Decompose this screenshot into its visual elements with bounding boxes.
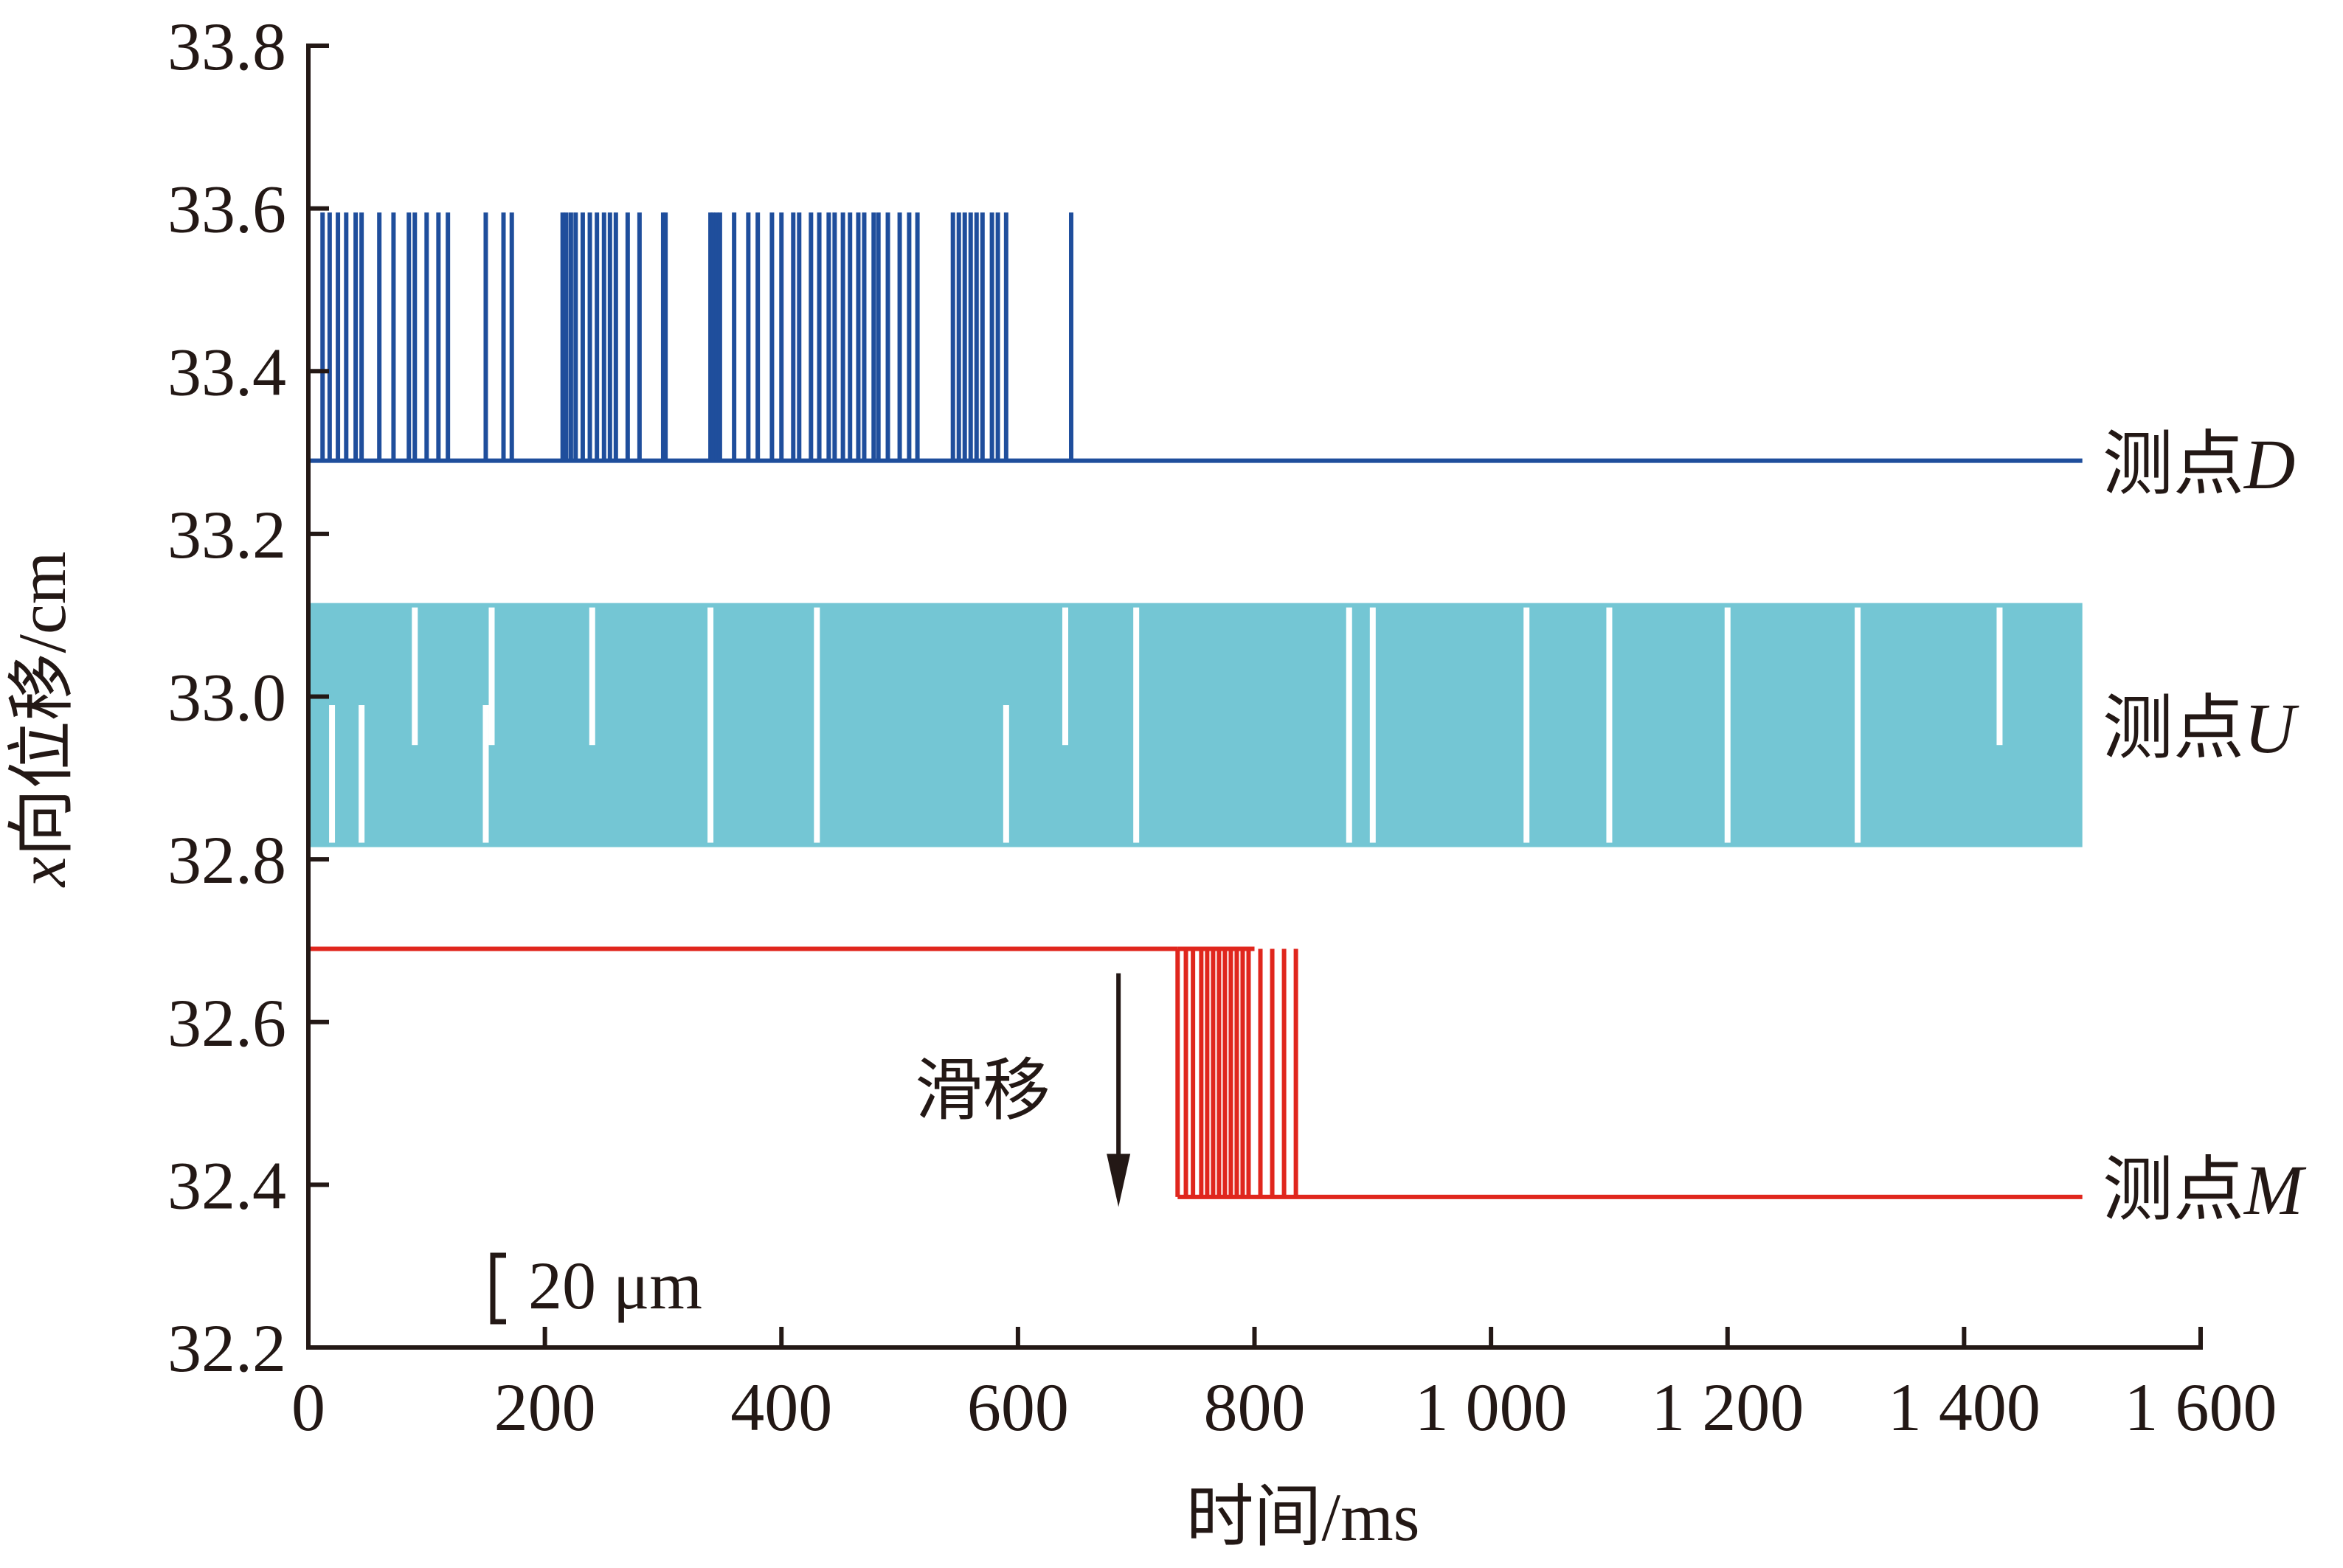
x-tick-label: 600 xyxy=(967,1370,1069,1445)
series-u-gap xyxy=(488,607,495,746)
series-u-gap xyxy=(1724,607,1731,843)
y-tick-label: 33.2 xyxy=(167,497,286,572)
slip-arrow-head xyxy=(1107,1154,1131,1207)
series-u-gap xyxy=(412,607,418,746)
scale-bar: 20 μm xyxy=(490,1248,702,1325)
series-u-gap xyxy=(329,705,336,843)
series-m xyxy=(308,946,2083,1199)
series-u-gap xyxy=(589,607,595,746)
series-label-u: 测点U xyxy=(2103,689,2299,768)
scale-bar-label: 20 μm xyxy=(528,1248,702,1323)
y-tick-label: 33.6 xyxy=(167,172,286,247)
series-u xyxy=(308,603,2083,847)
series-u-gap xyxy=(1855,607,1861,843)
series-u-gap xyxy=(1996,607,2003,746)
y-axis-title: x向位移/cm xyxy=(4,552,80,889)
series-u-gap xyxy=(482,705,489,843)
x-tick-label: 1 200 xyxy=(1651,1370,1804,1445)
series-label-d: 测点D xyxy=(2103,425,2295,504)
series-u-gap xyxy=(1062,607,1068,746)
x-tick-label: 1 400 xyxy=(1888,1370,2041,1445)
y-tick-label: 33.8 xyxy=(167,9,286,84)
slip-arrow-icon xyxy=(1107,973,1131,1207)
slip-annotation-label: 滑移 xyxy=(915,1053,1051,1128)
x-tick-label: 1 000 xyxy=(1415,1370,1568,1445)
x-axis-title: 时间/ms xyxy=(1186,1479,1420,1555)
series-u-gap xyxy=(359,705,365,843)
y-tick-label: 33.4 xyxy=(167,334,286,409)
y-axis-title-var: x xyxy=(4,856,80,888)
y-tick-label: 32.4 xyxy=(167,1148,286,1223)
series-u-gap xyxy=(707,607,714,843)
x-tick-label: 1 600 xyxy=(2125,1370,2277,1445)
x-tick-label: 200 xyxy=(494,1370,596,1445)
x-tick-label: 400 xyxy=(730,1370,832,1445)
y-tick-label: 33.0 xyxy=(167,660,286,735)
series-u-gap xyxy=(1003,705,1009,843)
y-tick-label: 32.8 xyxy=(167,822,286,898)
series-u-gap xyxy=(814,607,820,843)
y-ticks: 32.2 32.4 32.6 32.8 33.0 33.2 33.4 33.6 33.8 xyxy=(167,9,329,1386)
x-tick-label: 800 xyxy=(1204,1370,1306,1445)
series-u-gap xyxy=(1133,607,1140,843)
series-u-gap xyxy=(1346,607,1352,843)
y-tick-label: 32.6 xyxy=(167,985,286,1061)
svg-text:x向位移/cm: x向位移/cm xyxy=(4,552,80,889)
x-tick-label: 0 xyxy=(291,1370,325,1445)
series-u-gap xyxy=(1523,607,1530,843)
series-d xyxy=(308,212,2083,463)
plot-marks xyxy=(308,212,2083,1199)
scale-bar-bracket-icon xyxy=(490,1252,506,1325)
y-tick-label: 32.2 xyxy=(167,1311,286,1386)
series-u-gap xyxy=(1369,607,1376,843)
series-label-m: 测点M xyxy=(2103,1151,2307,1229)
series-u-band xyxy=(308,603,2083,847)
series-u-gap xyxy=(1606,607,1613,843)
axes: 32.2 32.4 32.6 32.8 33.0 33.2 33.4 33.6 33.8 0 20… xyxy=(167,9,2277,1445)
x-ticks: 0 200 400 600 800 1 000 1 200 1 400 1 600 xyxy=(291,1327,2277,1445)
y-axis-title-rest: 向位移/cm xyxy=(4,552,80,857)
